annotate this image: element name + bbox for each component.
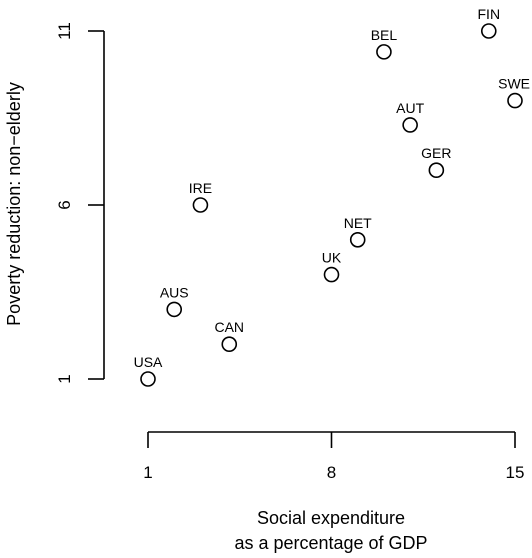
point-label: CAN	[214, 319, 244, 335]
y-tick-label: 6	[55, 200, 74, 209]
point-label: SWE	[498, 76, 530, 92]
y-tick-label: 1	[55, 374, 74, 383]
data-point	[166, 301, 183, 318]
data-point	[507, 92, 523, 109]
data-point	[192, 197, 209, 213]
data-point	[376, 44, 392, 60]
point-label: FIN	[478, 6, 501, 22]
data-point	[480, 23, 497, 39]
x-tick-label: 15	[506, 463, 525, 482]
data-point	[428, 162, 445, 178]
point-label: UK	[322, 250, 342, 266]
data-point	[221, 336, 238, 353]
point-label: AUT	[396, 100, 424, 116]
data-point	[402, 117, 418, 133]
point-label: USA	[134, 354, 163, 370]
x-tick-label: 1	[143, 463, 152, 482]
data-point	[349, 232, 366, 248]
x-axis: 1 8 15	[143, 431, 525, 482]
data-point	[140, 371, 156, 387]
data-point	[323, 266, 340, 283]
x-tick-label: 8	[327, 463, 336, 482]
y-tick-label: 11	[55, 22, 74, 40]
point-label: GER	[421, 145, 451, 161]
point-label: NET	[344, 215, 372, 231]
point-label: BEL	[371, 27, 398, 43]
point-label: IRE	[189, 180, 212, 196]
point-label: AUS	[160, 284, 189, 300]
x-axis-title-line-1: Social expenditure	[257, 508, 405, 528]
x-axis-title-line-2: as a percentage of GDP	[234, 533, 427, 553]
y-axis-title: Poverty reduction: non−elderly	[4, 82, 24, 326]
data-points: USA CAN AUS IRE UK NET BEL AUT GER FIN SWE	[134, 6, 530, 387]
